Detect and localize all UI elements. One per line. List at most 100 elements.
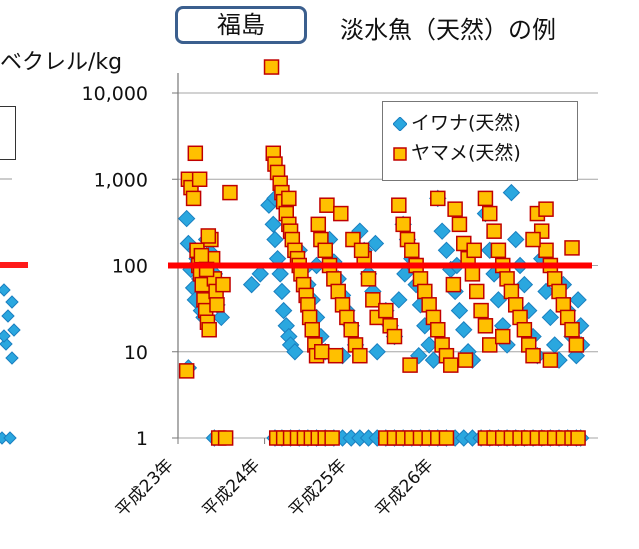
data-point-iwana [271,265,289,283]
data-point-yamame [215,276,231,293]
data-point-yamame [402,357,418,373]
data-point-iwana [507,230,525,249]
data-point-yamame [451,216,468,233]
y-tick-label: 1,000 [94,169,148,191]
y-tick-label: 1 [136,428,148,450]
data-point-yamame [281,190,297,207]
data-point-yamame [317,242,333,259]
data-point-yamame [324,430,340,446]
data-point-iwana [450,301,469,320]
data-point-yamame [319,197,335,213]
data-point-yamame [365,292,381,308]
legend: イワナ(天然) ヤマメ(天然) [382,101,578,181]
left-chart-fragment [0,178,28,445]
data-point-iwana [545,336,564,354]
x-tick-label: 平成23年 [112,455,178,521]
chart-heading: 淡水魚（天然）の例 [340,16,556,44]
data-point-yamame [568,337,585,353]
data-point-yamame [445,276,462,293]
x-tick-label: 平成24年 [199,455,265,521]
data-point-yamame [330,283,346,300]
y-tick-label: 10,000 [82,83,148,105]
data-point-yamame [263,59,280,75]
data-point-yamame [466,242,482,259]
data-point-yamame [185,190,202,207]
data-point-yamame [187,145,204,162]
data-point-iwana [242,275,261,294]
data-point-iwana [286,343,304,361]
data-point-yamame [538,201,554,217]
data-point-yamame [430,190,446,207]
data-point-yamame [310,216,327,233]
data-point-iwana [541,308,560,327]
data-point-iwana [515,275,534,294]
data-point-yamame [525,347,541,364]
legend-item-iwana: イワナ(天然) [393,110,521,136]
data-point-yamame [191,171,208,187]
data-point-yamame [570,430,586,446]
data-point-yamame [443,357,459,373]
data-point-yamame [457,352,474,368]
data-point-yamame [564,321,580,338]
data-point-iwana [177,209,196,228]
legend-label-yamame: ヤマメ(天然) [411,142,521,164]
data-point-yamame [404,242,420,259]
data-point-yamame [304,321,320,338]
legend-label-iwana: イワナ(天然) [411,112,521,134]
data-point-yamame [386,328,403,345]
data-point-yamame [353,242,370,259]
data-point-yamame [430,321,446,338]
data-point-yamame [482,337,498,353]
data-point-iwana [274,301,293,320]
data-point-yamame [327,347,344,364]
x-tick-label: 平成25年 [285,455,351,521]
data-point-iwana [366,234,385,253]
data-point-yamame [201,321,217,338]
data-point-iwana [273,282,291,301]
data-point-yamame [395,216,411,233]
data-point-yamame [314,344,330,360]
data-point-yamame [343,321,359,338]
data-point-yamame [564,240,580,256]
data-point-yamame [464,266,481,282]
data-point-yamame [482,205,498,222]
data-point-yamame [551,283,567,300]
data-point-yamame [438,430,455,446]
data-point-yamame [193,247,210,264]
data-point-yamame [417,283,433,300]
data-point-yamame [360,271,377,287]
region-badge: 福島 [175,6,307,44]
data-point-yamame [516,321,533,338]
data-point-yamame [352,347,368,364]
data-point-iwana [212,308,231,327]
data-point-yamame [200,228,217,244]
data-point-yamame [447,201,463,217]
data-point-yamame [473,302,489,319]
y-axis-unit: ベクレル/kg [0,50,123,75]
data-point-yamame [178,363,195,379]
data-point-iwana [266,230,284,249]
data-point-iwana [455,321,473,339]
data-point-yamame [222,184,238,201]
y-tick-label: 10 [124,342,148,364]
left-annotation-box [0,106,16,160]
data-point-yamame [209,297,225,313]
data-point-yamame [503,283,520,300]
x-tick-label: 平成26年 [372,455,438,521]
data-point-yamame [494,328,511,345]
data-point-yamame [217,430,234,446]
data-point-iwana [410,346,428,365]
data-point-yamame [525,231,541,248]
legend-item-yamame: ヤマメ(天然) [393,140,521,166]
data-point-yamame [538,242,554,259]
data-point-yamame [542,352,559,368]
data-point-iwana [390,291,408,309]
y-tick-label: 100 [112,256,148,278]
data-point-yamame [477,318,494,334]
data-point-yamame [391,197,407,213]
data-point-yamame [378,302,394,319]
data-point-iwana [502,183,521,202]
square-marker-icon [393,146,407,161]
data-point-iwana [368,343,386,361]
